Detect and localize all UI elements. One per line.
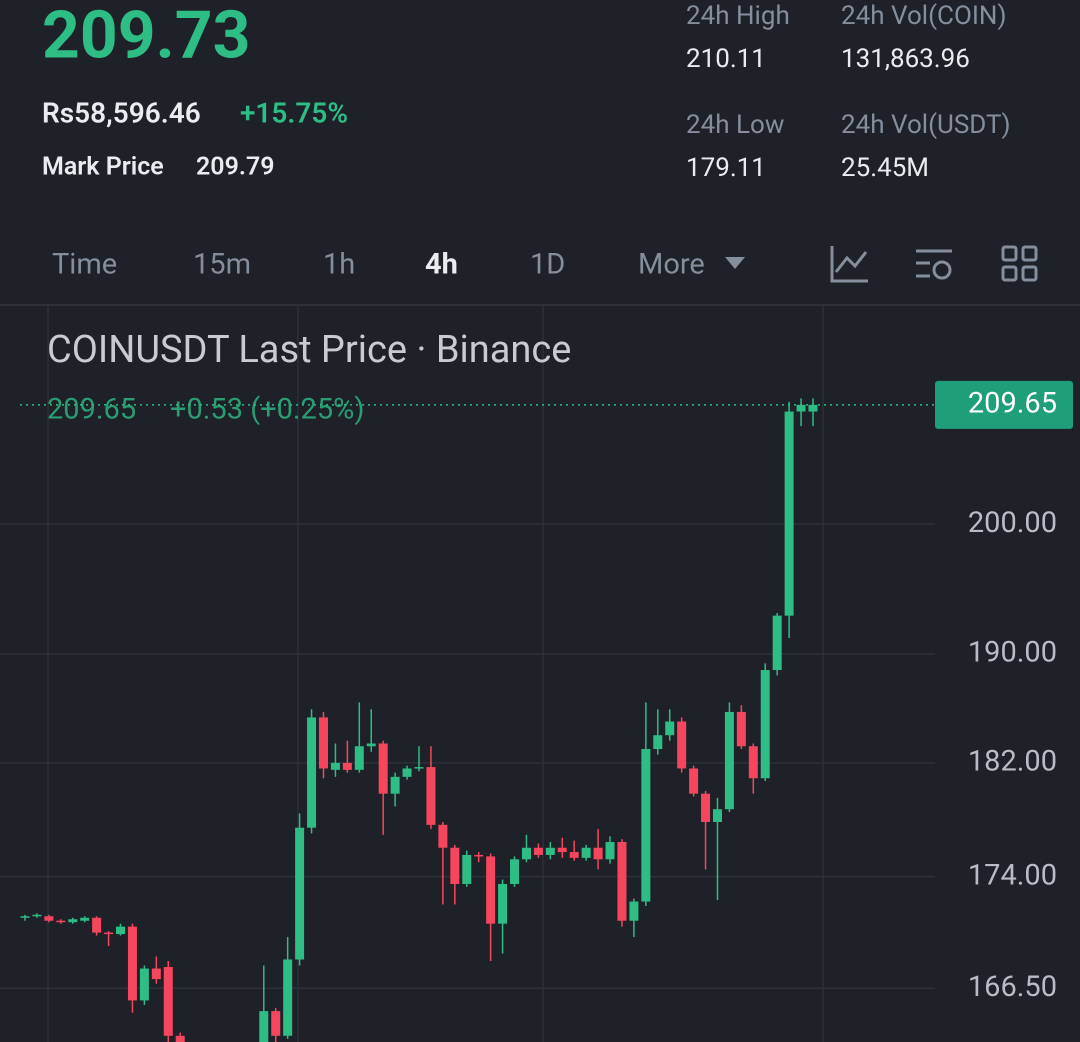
candle-body [127, 926, 137, 1001]
tab[interactable]: 1h [323, 248, 355, 282]
candle-body [510, 859, 520, 884]
candle-body [689, 768, 699, 794]
candle-body [653, 735, 663, 750]
candle-body [724, 711, 734, 810]
mark-price: 209.79 [196, 153, 275, 182]
candle-body [808, 404, 818, 412]
legend-price: 209.65 [47, 393, 136, 427]
legend-change: +0.53 (+0.25%) [170, 393, 364, 427]
stat-label: 24h High [686, 1, 790, 31]
candle-body [80, 917, 90, 921]
candle-body [295, 827, 305, 960]
candle-body [32, 914, 42, 917]
y-tick-label: 190.00 [968, 636, 1057, 670]
candle-body [521, 847, 531, 860]
candle-body [378, 743, 388, 794]
last-price-label: 209.65 [968, 387, 1057, 421]
fiat-price: Rs58,596.46 [42, 96, 201, 129]
settings-icon[interactable] [916, 249, 952, 280]
candle-body [259, 1011, 269, 1042]
candle-body [318, 717, 328, 769]
tab[interactable]: More [638, 248, 705, 282]
stat-value: 25.45M [841, 153, 929, 183]
last-price-tag [935, 380, 1073, 429]
stat-value: 131,863.96 [841, 44, 970, 74]
dropdown-arrow[interactable] [725, 257, 745, 269]
candle-body [593, 847, 603, 860]
candle-body [283, 959, 293, 1036]
candle-body [712, 809, 722, 822]
candle-body [462, 854, 472, 884]
candle-body [581, 847, 591, 858]
candle-body [533, 847, 543, 855]
tab[interactable]: 1D [530, 248, 565, 282]
candle-body [760, 670, 770, 779]
candle-body [44, 916, 54, 921]
candle-body [605, 842, 615, 860]
candle-body [665, 721, 675, 736]
tab[interactable]: Time [52, 248, 117, 282]
candle-body [557, 847, 567, 853]
candle-body [545, 847, 555, 855]
chart-title: COINUSDT Last Price · Binance [47, 328, 571, 372]
candle-body [390, 776, 400, 794]
candle-body [68, 919, 78, 923]
candle-body [56, 920, 66, 923]
candle-body [450, 847, 460, 884]
change: +15.75% [240, 96, 348, 129]
stat-label: 24h Vol(COIN) [841, 1, 1007, 31]
candle-body [366, 743, 376, 747]
y-tick-label: 174.00 [968, 858, 1057, 892]
y-tick-label: 200.00 [968, 506, 1057, 540]
mark-price-label: Mark Price [42, 153, 164, 182]
stat-label: 24h Vol(USDT) [841, 110, 1011, 140]
candle-body [486, 856, 496, 924]
candle-body [20, 916, 30, 918]
candle-body [271, 1011, 281, 1036]
candle-body [104, 932, 114, 935]
stat-label: 24h Low [686, 110, 784, 140]
stat-value: 179.11 [686, 153, 766, 183]
candle-body [474, 854, 484, 857]
candle-body [414, 767, 424, 769]
tab-active[interactable]: 4h [425, 248, 458, 282]
y-tick-label: 182.00 [968, 745, 1057, 779]
candle-body [438, 824, 448, 848]
stat-value: 210.11 [686, 44, 766, 74]
candle-body [617, 842, 627, 921]
candle-body [307, 717, 317, 828]
y-tick-label: 166.50 [968, 970, 1057, 1004]
candle-body [151, 968, 161, 980]
candle-body [498, 883, 508, 924]
indicator-icon[interactable] [830, 246, 868, 283]
candle-body [736, 711, 746, 747]
candle-body [116, 926, 126, 935]
candle-body [426, 767, 436, 825]
candle-body [629, 901, 639, 921]
candle-body [784, 411, 794, 616]
v-grid [47, 306, 824, 1042]
candle-body [772, 615, 782, 671]
candle-body [569, 852, 579, 858]
candle-body [330, 762, 340, 770]
candle-body [92, 917, 102, 933]
candle-body [677, 721, 687, 769]
candle-body [342, 762, 352, 770]
candle-body [175, 1035, 185, 1042]
candle-body [354, 746, 364, 770]
candle-body [701, 793, 711, 822]
candle-body [748, 746, 758, 779]
layout-icon[interactable] [1001, 245, 1038, 282]
candle-body [796, 404, 806, 412]
candle-body [641, 749, 651, 902]
last-price: 209.73 [42, 0, 250, 74]
candle-body [402, 768, 412, 777]
tab[interactable]: 15m [193, 248, 251, 282]
candle-body [163, 967, 173, 1036]
candle-body [139, 968, 149, 1001]
